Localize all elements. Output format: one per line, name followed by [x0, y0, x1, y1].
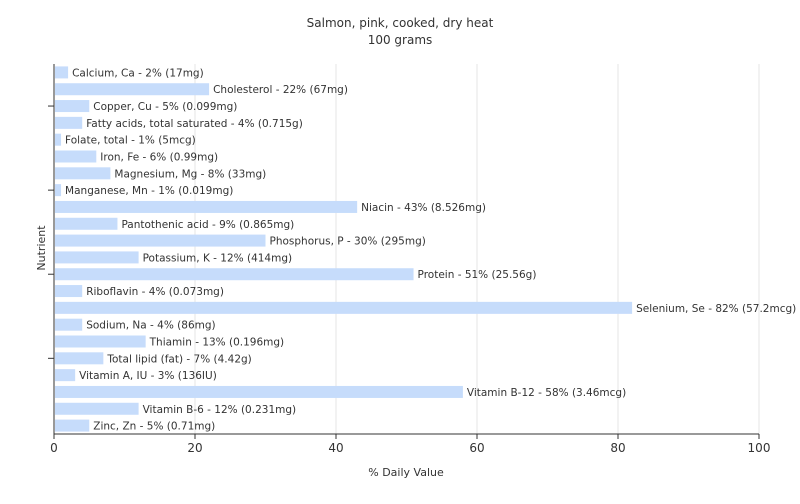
- axes: 0 20 40 60 80 100: [48, 64, 770, 455]
- x-tick-label: 40: [328, 441, 343, 455]
- bars: [55, 66, 633, 432]
- x-axis-title: % Daily Value: [368, 466, 444, 479]
- x-tick-label: 80: [610, 441, 625, 455]
- data-label: Copper, Cu - 5% (0.099mg): [93, 101, 237, 113]
- data-label: Manganese, Mn - 1% (0.019mg): [65, 185, 233, 197]
- bar: [55, 66, 69, 79]
- bar: [55, 268, 414, 281]
- data-label: Folate, total - 1% (5mcg): [65, 135, 196, 147]
- bar: [55, 251, 139, 264]
- data-label: Selenium, Se - 82% (57.2mcg): [636, 303, 796, 315]
- bar: [55, 419, 90, 432]
- gridlines: [194, 64, 760, 434]
- bar: [55, 402, 139, 415]
- y-axis-title: Nutrient: [35, 225, 48, 271]
- data-label: Calcium, Ca - 2% (17mg): [72, 67, 204, 79]
- bar: [55, 301, 633, 314]
- data-label: Phosphorus, P - 30% (295mg): [270, 236, 426, 248]
- bar: [55, 200, 358, 213]
- chart-subtitle: 100 grams: [368, 33, 433, 47]
- data-label: Thiamin - 13% (0.196mg): [149, 337, 285, 349]
- bar: [55, 385, 463, 398]
- data-label: Vitamin A, IU - 3% (136IU): [79, 370, 217, 382]
- data-label: Fatty acids, total saturated - 4% (0.715…: [86, 118, 303, 130]
- bar: [55, 100, 90, 113]
- data-label: Zinc, Zn - 5% (0.71mg): [93, 421, 215, 433]
- data-label: Vitamin B-12 - 58% (3.46mcg): [467, 387, 626, 399]
- x-tick-label: 100: [748, 441, 771, 455]
- bar: [55, 352, 104, 365]
- bar: [55, 217, 118, 230]
- data-label: Magnesium, Mg - 8% (33mg): [114, 168, 266, 180]
- data-label: Total lipid (fat) - 7% (4.42g): [106, 353, 251, 365]
- x-tick-label: 60: [469, 441, 484, 455]
- data-label: Niacin - 43% (8.526mg): [361, 202, 486, 214]
- bar: [55, 234, 266, 247]
- chart-title: Salmon, pink, cooked, dry heat: [307, 16, 494, 30]
- data-label: Sodium, Na - 4% (86mg): [86, 320, 215, 332]
- data-label: Vitamin B-6 - 12% (0.231mg): [143, 404, 297, 416]
- bar: [55, 285, 83, 298]
- data-label: Iron, Fe - 6% (0.99mg): [100, 152, 218, 164]
- bar: [55, 318, 83, 331]
- data-label: Cholesterol - 22% (67mg): [213, 84, 348, 96]
- bar: [55, 83, 210, 96]
- bar: [55, 116, 83, 129]
- bar: [55, 369, 76, 382]
- data-label: Pantothenic acid - 9% (0.865mg): [121, 219, 294, 231]
- data-label: Potassium, K - 12% (414mg): [143, 252, 293, 264]
- bar: [55, 167, 111, 180]
- x-tick-label: 20: [187, 441, 202, 455]
- data-labels: Calcium, Ca - 2% (17mg) Cholesterol - 22%…: [65, 67, 796, 432]
- bar: [55, 150, 97, 163]
- data-label: Protein - 51% (25.56g): [418, 269, 537, 281]
- x-tick-label: 0: [50, 441, 58, 455]
- bar: [55, 133, 62, 146]
- data-label: Riboflavin - 4% (0.073mg): [86, 286, 224, 298]
- bar: [55, 335, 146, 348]
- bar: [55, 184, 62, 197]
